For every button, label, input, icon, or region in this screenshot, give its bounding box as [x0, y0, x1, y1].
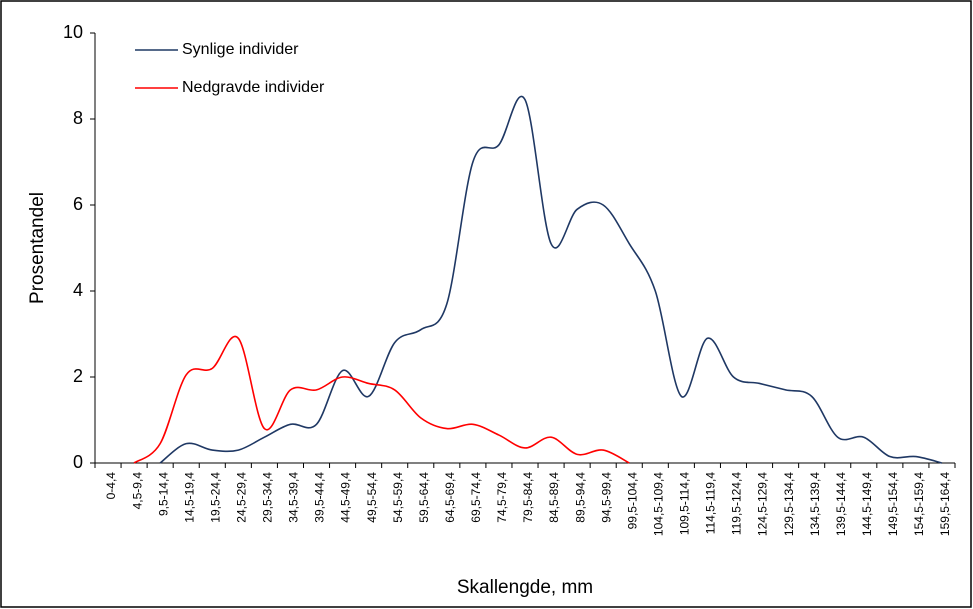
x-tick-label: 49,5-54,4	[365, 472, 379, 523]
legend-label: Nedgravde individer	[182, 79, 325, 96]
x-tick-label: 74,5-79,4	[495, 472, 509, 523]
x-tick-label: 94,5-99,4	[599, 472, 613, 523]
x-tick-label: 129,5-134,4	[782, 472, 796, 536]
x-tick-label: 139,5-144,4	[834, 472, 848, 536]
x-tick-label: 104,5-109,4	[651, 472, 665, 536]
x-tick-label: 4,5-9,4	[130, 472, 144, 510]
x-tick-label: 24,5-29,4	[235, 472, 249, 523]
x-tick-label: 149,5-154,4	[886, 472, 900, 536]
y-tick-label: 0	[73, 452, 83, 472]
x-tick-label: 89,5-94,4	[573, 472, 587, 523]
legend-label: Synlige individer	[182, 41, 299, 58]
x-axis-title: Skallengde, mm	[457, 577, 593, 598]
series-line	[133, 335, 630, 464]
x-tick-label: 34,5-39,4	[287, 472, 301, 523]
x-tick-label: 59,5-64,4	[417, 472, 431, 523]
x-tick-label: 84,5-89,4	[547, 472, 561, 523]
x-tick-label: 154,5-159,4	[912, 472, 926, 536]
x-tick-label: 79,5-84,4	[521, 472, 535, 523]
x-tick-label: 69,5-74,4	[469, 472, 483, 523]
x-tick-label: 14,5-19,4	[182, 472, 196, 523]
x-tick-label: 54,5-59,4	[391, 472, 405, 523]
y-tick-label: 10	[63, 22, 83, 42]
x-tick-label: 124,5-129,4	[756, 472, 770, 536]
x-tick-label: 144,5-149,4	[860, 472, 874, 536]
x-tick-label: 19,5-24,4	[208, 472, 222, 523]
x-tick-label: 44,5-49,4	[339, 472, 353, 523]
y-tick-label: 4	[73, 280, 83, 300]
x-tick-label: 114,5-119,4	[704, 472, 718, 535]
x-tick-label: 99,5-104,4	[625, 472, 639, 530]
x-tick-label: 64,5-69,4	[443, 472, 457, 523]
y-axis-title: Prosentandel	[27, 192, 48, 304]
y-tick-label: 8	[73, 108, 83, 128]
x-tick-label: 29,5-34,4	[261, 472, 275, 523]
x-tick-label: 0-4,4	[104, 472, 118, 500]
x-tick-label: 119,5-124,4	[730, 472, 744, 535]
series-line	[159, 95, 943, 464]
x-tick-label: 159,5-164,4	[938, 472, 952, 536]
y-tick-label: 6	[73, 194, 83, 214]
x-tick-label: 134,5-139,4	[808, 472, 822, 536]
x-tick-label: 109,5-114,4	[678, 472, 692, 535]
x-tick-label: 9,5-14,4	[156, 472, 170, 516]
x-tick-label: 39,5-44,4	[313, 472, 327, 523]
y-tick-label: 2	[73, 366, 83, 386]
